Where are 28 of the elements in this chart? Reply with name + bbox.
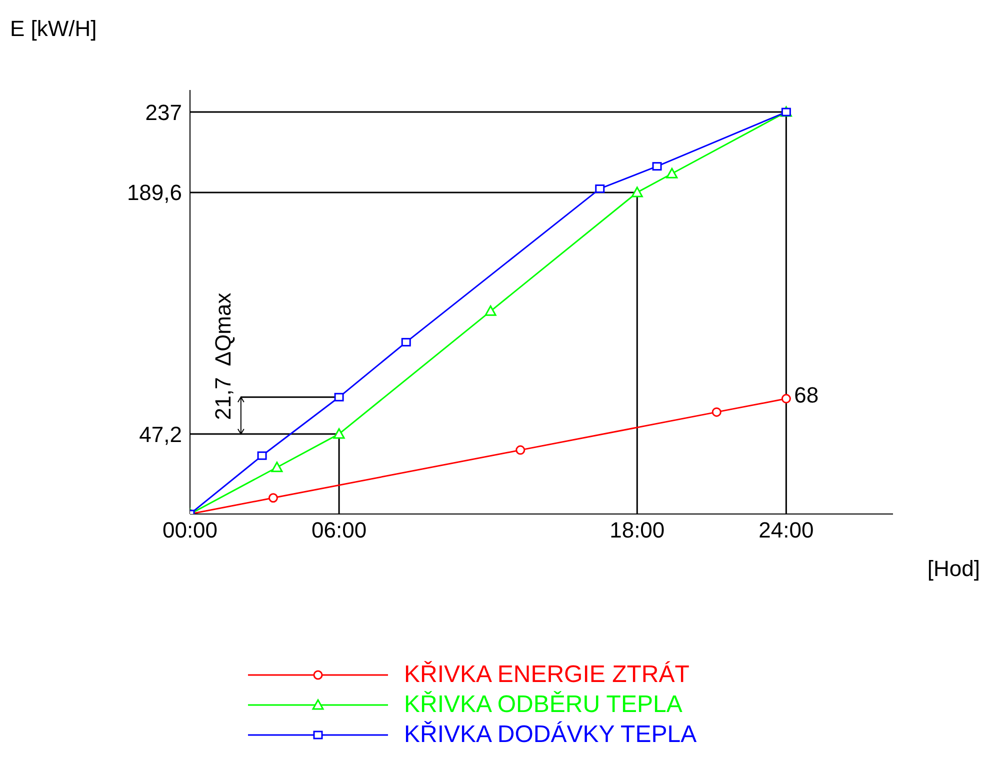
annotation: 68 [794,382,819,408]
point [666,168,678,178]
y-tick-label: 237 [145,100,182,125]
point [271,462,283,472]
point [781,394,791,404]
point [268,493,278,503]
x-tick-label: 00:00 [162,518,218,543]
y-tick-label: 47,2 [139,422,182,447]
point [334,392,344,402]
point [516,445,526,455]
text: KŘIVKA ODBĚRU TEPLA [404,691,682,719]
point [484,305,496,316]
x-tick-label: 06:00 [312,518,367,543]
point [333,428,345,439]
y-axis-title: E [kW/H] [10,16,97,41]
point [652,162,662,171]
point [712,407,722,417]
point [631,186,643,198]
point [401,338,411,346]
point [595,184,605,193]
y-tick-label: 189,6 [126,180,182,206]
x-axis-title: [Hod] [927,556,980,581]
x-tick-label: 18:00 [610,518,665,543]
annotation: 21,7 ΔQmax [210,292,236,420]
point [257,451,267,460]
text: KŘIVKA ENERGIE ZTRÁT [404,661,690,689]
x-tick-label: 24:00 [758,518,814,543]
text: KŘIVKA DODÁVKY TEPLA [404,721,697,749]
